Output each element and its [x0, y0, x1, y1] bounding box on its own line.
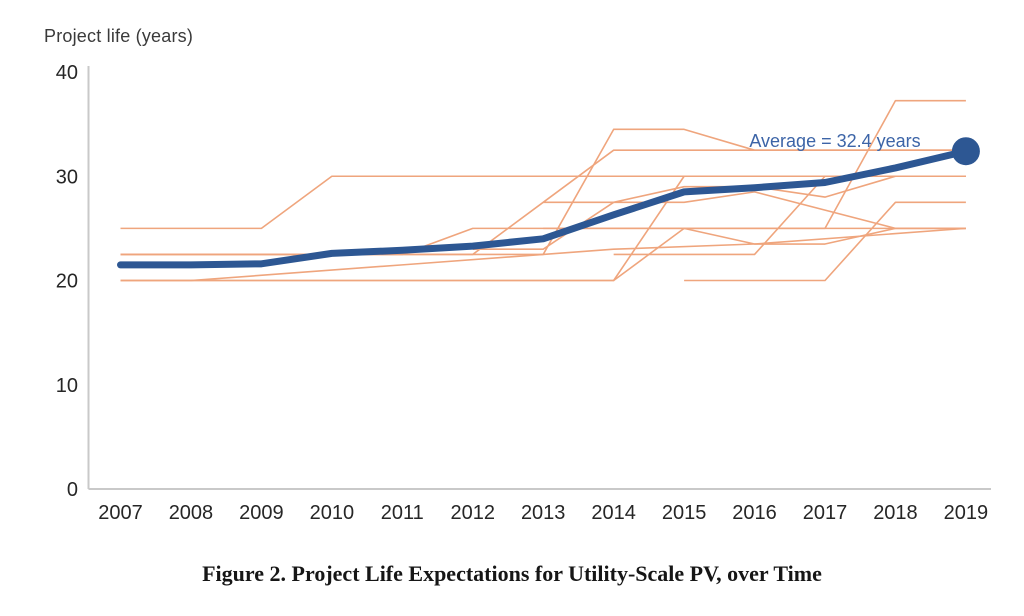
- respondent-line: [120, 175, 966, 230]
- x-tick-label: 2013: [521, 502, 566, 524]
- figure-caption: Figure 2. Project Life Expectations for …: [202, 561, 822, 586]
- average-line: [117, 147, 970, 269]
- x-tick-label: 2015: [662, 502, 707, 524]
- x-tick-label: 2017: [803, 502, 848, 524]
- x-tick-label: 2014: [591, 502, 636, 524]
- x-tick-label: 2011: [381, 502, 424, 524]
- chart-title: Project life (years): [44, 26, 194, 46]
- x-tick-label: 2010: [310, 502, 355, 524]
- y-tick-label: 40: [56, 62, 78, 84]
- x-tick-label: 2019: [944, 502, 989, 524]
- y-tick-label: 10: [56, 375, 78, 397]
- respondent-line: [472, 191, 966, 251]
- respondent-line: [543, 99, 966, 230]
- x-tick-label: 2009: [239, 502, 284, 524]
- average-end-point: [951, 137, 980, 166]
- y-tick-label: 0: [67, 479, 78, 501]
- x-tick-label: 2016: [732, 502, 777, 524]
- y-tick-label: 30: [56, 166, 78, 188]
- respondent-line: [684, 201, 966, 282]
- x-tick-label: 2018: [873, 502, 918, 524]
- x-tick-label: 2012: [451, 502, 496, 524]
- average-annotation: Average = 32.4 years: [749, 131, 921, 151]
- y-tick-label: 20: [56, 271, 78, 293]
- x-tick-label: 2007: [98, 502, 143, 524]
- x-tick-label: 2008: [169, 502, 214, 524]
